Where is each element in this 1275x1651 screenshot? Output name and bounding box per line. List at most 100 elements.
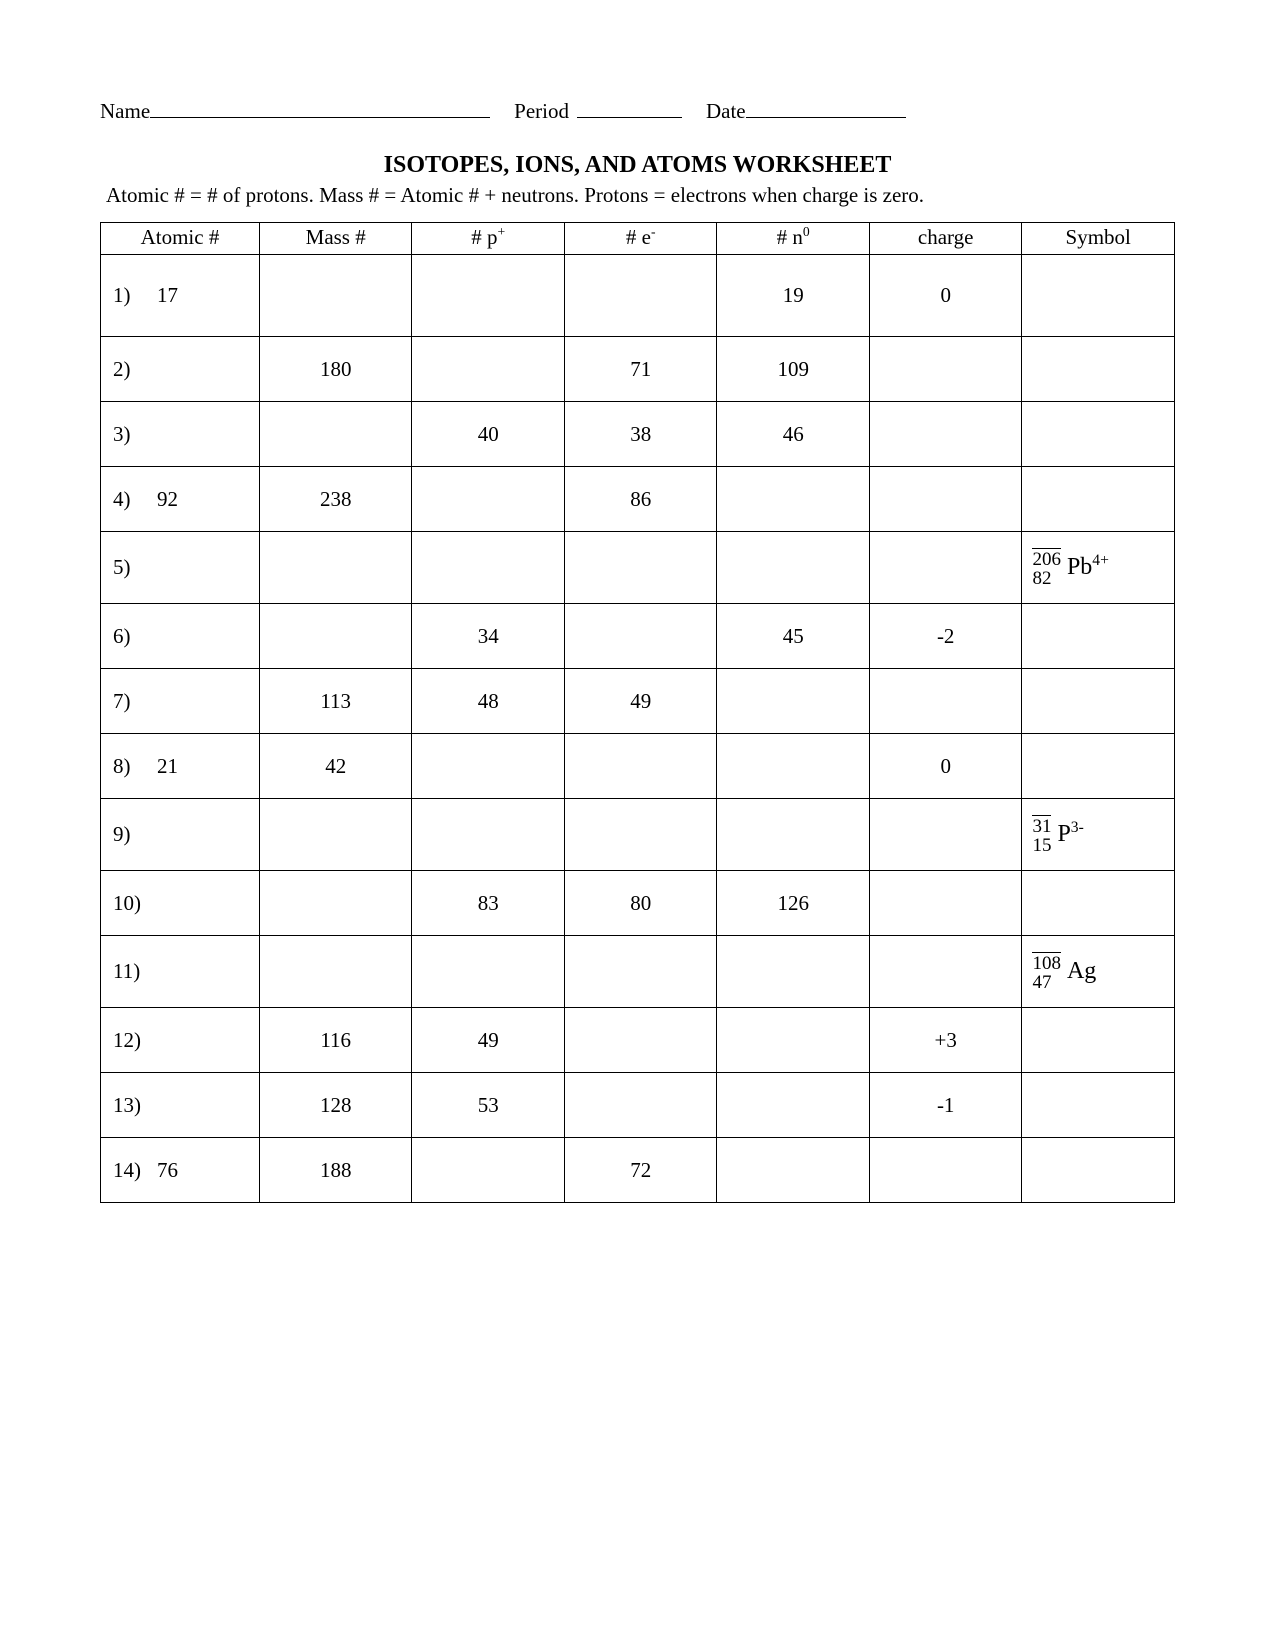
cell-electrons[interactable]: 38 bbox=[564, 402, 717, 467]
cell-symbol[interactable] bbox=[1022, 1008, 1175, 1073]
cell-protons[interactable]: 53 bbox=[412, 1073, 565, 1138]
cell-mass[interactable]: 113 bbox=[259, 669, 412, 734]
cell-mass[interactable]: 116 bbox=[259, 1008, 412, 1073]
cell-neutrons[interactable]: 109 bbox=[717, 337, 870, 402]
cell-protons[interactable]: 49 bbox=[412, 1008, 565, 1073]
cell-charge[interactable]: -1 bbox=[869, 1073, 1022, 1138]
cell-mass[interactable] bbox=[259, 604, 412, 669]
cell-protons[interactable] bbox=[412, 1138, 565, 1203]
cell-charge[interactable]: 0 bbox=[869, 255, 1022, 337]
cell-electrons[interactable]: 80 bbox=[564, 871, 717, 936]
cell-atomic[interactable]: 11) bbox=[101, 936, 260, 1008]
cell-neutrons[interactable]: 19 bbox=[717, 255, 870, 337]
date-blank[interactable] bbox=[746, 95, 906, 118]
cell-atomic[interactable]: 5) bbox=[101, 532, 260, 604]
cell-mass[interactable]: 188 bbox=[259, 1138, 412, 1203]
cell-charge[interactable] bbox=[869, 337, 1022, 402]
cell-symbol[interactable] bbox=[1022, 604, 1175, 669]
cell-atomic[interactable]: 12) bbox=[101, 1008, 260, 1073]
cell-neutrons[interactable]: 126 bbox=[717, 871, 870, 936]
cell-mass[interactable] bbox=[259, 402, 412, 467]
cell-electrons[interactable] bbox=[564, 1073, 717, 1138]
cell-charge[interactable]: -2 bbox=[869, 604, 1022, 669]
cell-electrons[interactable]: 71 bbox=[564, 337, 717, 402]
cell-charge[interactable] bbox=[869, 799, 1022, 871]
cell-electrons[interactable]: 49 bbox=[564, 669, 717, 734]
cell-symbol[interactable] bbox=[1022, 734, 1175, 799]
cell-charge[interactable] bbox=[869, 402, 1022, 467]
cell-mass[interactable] bbox=[259, 255, 412, 337]
cell-charge[interactable] bbox=[869, 669, 1022, 734]
cell-protons[interactable]: 48 bbox=[412, 669, 565, 734]
cell-atomic[interactable]: 8)21 bbox=[101, 734, 260, 799]
cell-electrons[interactable] bbox=[564, 734, 717, 799]
cell-charge[interactable]: 0 bbox=[869, 734, 1022, 799]
cell-mass[interactable]: 42 bbox=[259, 734, 412, 799]
cell-charge[interactable] bbox=[869, 532, 1022, 604]
cell-atomic[interactable]: 6) bbox=[101, 604, 260, 669]
cell-electrons[interactable] bbox=[564, 604, 717, 669]
cell-protons[interactable] bbox=[412, 532, 565, 604]
cell-symbol[interactable] bbox=[1022, 337, 1175, 402]
cell-electrons[interactable] bbox=[564, 799, 717, 871]
cell-charge[interactable] bbox=[869, 936, 1022, 1008]
cell-symbol[interactable] bbox=[1022, 871, 1175, 936]
cell-mass[interactable]: 128 bbox=[259, 1073, 412, 1138]
cell-neutrons[interactable] bbox=[717, 936, 870, 1008]
cell-protons[interactable]: 83 bbox=[412, 871, 565, 936]
cell-charge[interactable] bbox=[869, 1138, 1022, 1203]
cell-mass[interactable] bbox=[259, 799, 412, 871]
cell-electrons[interactable]: 86 bbox=[564, 467, 717, 532]
cell-neutrons[interactable] bbox=[717, 532, 870, 604]
cell-symbol[interactable]: 10847Ag bbox=[1022, 936, 1175, 1008]
cell-neutrons[interactable] bbox=[717, 467, 870, 532]
cell-electrons[interactable]: 72 bbox=[564, 1138, 717, 1203]
cell-protons[interactable] bbox=[412, 936, 565, 1008]
cell-atomic[interactable]: 9) bbox=[101, 799, 260, 871]
cell-electrons[interactable] bbox=[564, 532, 717, 604]
cell-neutrons[interactable] bbox=[717, 734, 870, 799]
cell-atomic[interactable]: 14)76 bbox=[101, 1138, 260, 1203]
cell-symbol[interactable]: 3115P3- bbox=[1022, 799, 1175, 871]
cell-electrons[interactable] bbox=[564, 936, 717, 1008]
cell-atomic[interactable]: 3) bbox=[101, 402, 260, 467]
cell-protons[interactable] bbox=[412, 255, 565, 337]
cell-atomic[interactable]: 4)92 bbox=[101, 467, 260, 532]
cell-protons[interactable] bbox=[412, 799, 565, 871]
cell-neutrons[interactable] bbox=[717, 1073, 870, 1138]
name-blank[interactable] bbox=[150, 95, 490, 118]
cell-electrons[interactable] bbox=[564, 1008, 717, 1073]
cell-atomic[interactable]: 2) bbox=[101, 337, 260, 402]
cell-protons[interactable] bbox=[412, 467, 565, 532]
cell-atomic[interactable]: 10) bbox=[101, 871, 260, 936]
cell-mass[interactable]: 238 bbox=[259, 467, 412, 532]
cell-atomic[interactable]: 13) bbox=[101, 1073, 260, 1138]
cell-symbol[interactable] bbox=[1022, 402, 1175, 467]
cell-mass[interactable] bbox=[259, 871, 412, 936]
cell-neutrons[interactable]: 46 bbox=[717, 402, 870, 467]
cell-symbol[interactable] bbox=[1022, 1073, 1175, 1138]
cell-symbol[interactable]: 20682Pb4+ bbox=[1022, 532, 1175, 604]
cell-neutrons[interactable] bbox=[717, 669, 870, 734]
cell-charge[interactable] bbox=[869, 467, 1022, 532]
cell-symbol[interactable] bbox=[1022, 255, 1175, 337]
cell-symbol[interactable] bbox=[1022, 669, 1175, 734]
cell-mass[interactable]: 180 bbox=[259, 337, 412, 402]
cell-neutrons[interactable] bbox=[717, 1138, 870, 1203]
cell-mass[interactable] bbox=[259, 532, 412, 604]
cell-neutrons[interactable] bbox=[717, 1008, 870, 1073]
cell-mass[interactable] bbox=[259, 936, 412, 1008]
period-blank[interactable] bbox=[577, 95, 682, 118]
cell-protons[interactable] bbox=[412, 734, 565, 799]
cell-protons[interactable]: 40 bbox=[412, 402, 565, 467]
cell-charge[interactable] bbox=[869, 871, 1022, 936]
cell-charge[interactable]: +3 bbox=[869, 1008, 1022, 1073]
cell-protons[interactable] bbox=[412, 337, 565, 402]
cell-symbol[interactable] bbox=[1022, 467, 1175, 532]
cell-atomic[interactable]: 1)17 bbox=[101, 255, 260, 337]
cell-neutrons[interactable] bbox=[717, 799, 870, 871]
cell-atomic[interactable]: 7) bbox=[101, 669, 260, 734]
cell-symbol[interactable] bbox=[1022, 1138, 1175, 1203]
cell-neutrons[interactable]: 45 bbox=[717, 604, 870, 669]
cell-protons[interactable]: 34 bbox=[412, 604, 565, 669]
